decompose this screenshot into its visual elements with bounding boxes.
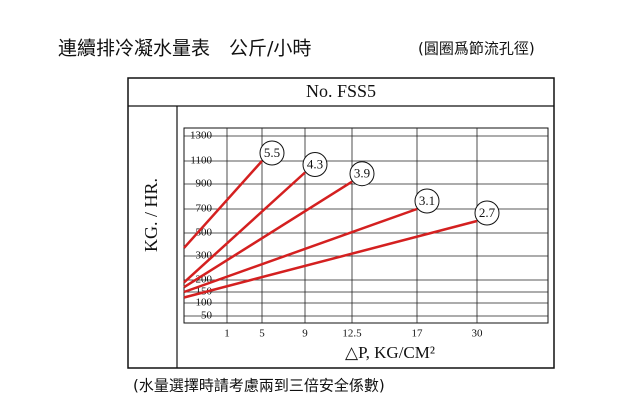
y-tick-label: 300	[196, 250, 213, 262]
orifice-circle	[259, 140, 285, 166]
orifice-circle	[474, 200, 500, 226]
orifice-label: 3.1	[419, 193, 435, 208]
orifice-label: 5.5	[264, 145, 280, 160]
chart-title: No. FSS5	[306, 81, 376, 101]
y-tick-label: 900	[196, 178, 213, 190]
data-line	[183, 171, 306, 284]
orifice-label: 2.7	[479, 205, 496, 220]
x-tick-label: 9	[302, 328, 308, 340]
x-tick-label: 30	[472, 328, 484, 340]
y-tick-label: 100	[196, 297, 213, 309]
x-tick-label: 5	[259, 328, 265, 340]
orifice-circle	[414, 188, 440, 214]
data-line	[183, 219, 478, 299]
x-tick-label: 17	[412, 328, 424, 340]
page-title: 連續排冷凝水量表 公斤/小時	[58, 38, 311, 60]
y-tick-label: 1300	[190, 130, 213, 142]
y-axis-label: KG. / HR.	[141, 178, 161, 252]
y-tick-label: 1100	[190, 155, 212, 167]
orifice-circle	[302, 152, 328, 177]
data-line	[183, 160, 263, 249]
orifice-label: 4.3	[307, 156, 323, 171]
data-line	[183, 180, 353, 289]
y-tick-label: 50	[201, 310, 213, 322]
chart-frame	[127, 77, 555, 369]
x-tick-label: 12.5	[342, 328, 362, 340]
footer-note: (水量選擇時請考慮兩到三倍安全係數)	[133, 377, 385, 395]
orifice-label: 3.9	[354, 166, 370, 181]
y-tick-label: 700	[196, 203, 213, 215]
x-axis-label: △P, KG/CM²	[345, 343, 435, 362]
data-line	[183, 207, 418, 294]
page-note: (圓圈爲節流孔徑)	[418, 40, 535, 58]
orifice-circle	[349, 161, 375, 187]
x-tick-label: 1	[224, 328, 230, 340]
plot-border	[183, 127, 549, 324]
